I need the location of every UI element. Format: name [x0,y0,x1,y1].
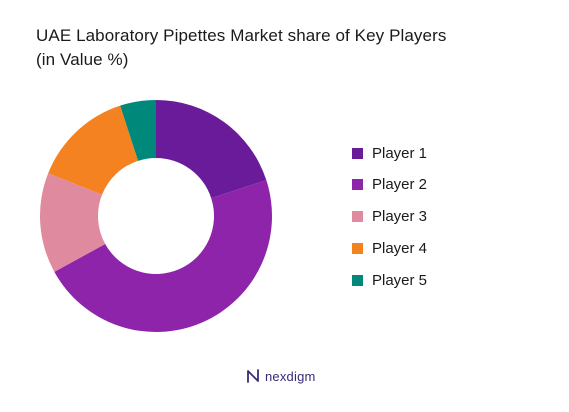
legend-item-player-5: Player 5 [352,270,427,290]
donut-slice-player-4 [48,105,139,195]
legend-swatch [352,211,363,222]
nexdigm-logo-icon [247,369,259,383]
legend-swatch [352,274,363,286]
legend-item-player-3: Player 3 [352,207,427,227]
donut-slice-player-2 [54,180,273,333]
chart-title: UAE Laboratory Pipettes Market share of … [36,24,536,72]
chart-title-line-2: (in Value %) [36,50,129,69]
legend-swatch [352,242,363,254]
legend-label: Player 4 [372,239,428,257]
legend-item-player-2: Player 2 [352,175,427,195]
legend-label: Player 1 [372,144,428,162]
donut-slice-player-3 [40,173,106,272]
legend-label: Player 3 [372,208,428,225]
chart-title-line-1: UAE Laboratory Pipettes Market share of … [36,26,447,45]
donut-slice-player-1 [156,100,267,199]
chart-legend: Player 1 Player 2 Player 3 Player 4 Play… [352,143,427,302]
nexdigm-logo: nexdigm [246,366,316,386]
legend-label: Player 2 [372,176,428,194]
legend-item-player-4: Player 4 [352,238,427,258]
donut-slice-player-5 [120,100,156,161]
legend-swatch [352,147,363,159]
legend-swatch [352,179,363,191]
legend-item-player-1: Player 1 [352,143,427,163]
logo-text: nexdigm [265,368,316,384]
legend-label: Player 5 [372,271,428,289]
